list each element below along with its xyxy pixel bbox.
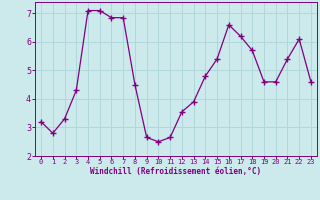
X-axis label: Windchill (Refroidissement éolien,°C): Windchill (Refroidissement éolien,°C) bbox=[91, 167, 261, 176]
